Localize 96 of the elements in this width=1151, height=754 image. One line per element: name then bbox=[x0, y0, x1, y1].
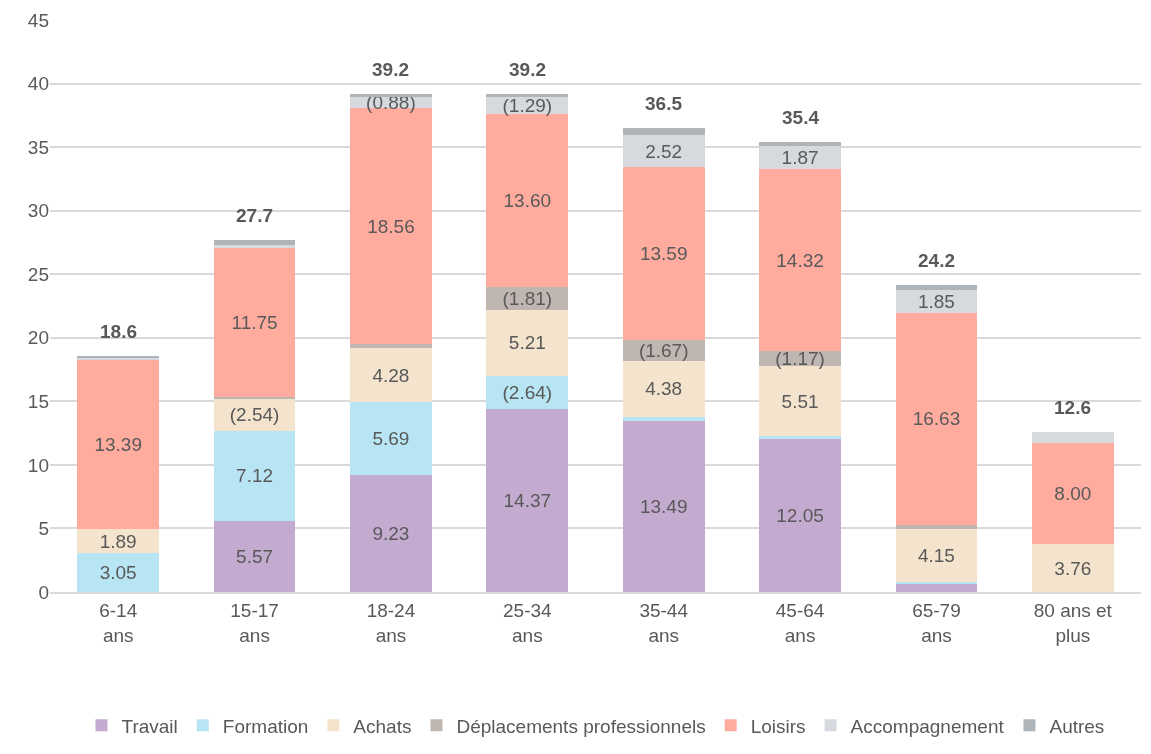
data-label: 14.37 bbox=[503, 490, 552, 512]
data-label: 14.32 bbox=[776, 249, 824, 271]
data-label: 2.52 bbox=[645, 140, 683, 162]
bar bbox=[350, 347, 432, 403]
x-tick-label: 18-24 ans bbox=[366, 599, 416, 646]
data-label: (2.54) bbox=[229, 404, 280, 426]
legend-label: Travail bbox=[121, 715, 178, 737]
bar bbox=[895, 313, 978, 525]
legend-label: Déplacements professionnels bbox=[456, 715, 706, 737]
data-label: 5.57 bbox=[236, 546, 274, 568]
bar bbox=[1031, 544, 1114, 592]
data-label: 1.87 bbox=[781, 146, 819, 168]
bar bbox=[1031, 442, 1114, 545]
bar bbox=[759, 169, 841, 352]
bar bbox=[350, 402, 432, 475]
bar bbox=[213, 245, 296, 248]
data-label: 4.28 bbox=[372, 364, 410, 386]
data-label: 1.85 bbox=[917, 290, 955, 312]
data-label: (1.29) bbox=[502, 94, 553, 116]
bar bbox=[350, 93, 432, 98]
bar bbox=[759, 436, 841, 439]
legend-label: Formation bbox=[222, 715, 309, 737]
total-label: 39.2 bbox=[372, 59, 409, 80]
data-label: (2.64) bbox=[502, 382, 553, 404]
y-tick-label: 40 bbox=[27, 73, 49, 95]
data-label: 13.59 bbox=[639, 242, 688, 264]
bar bbox=[622, 167, 705, 340]
total-label: 18.6 bbox=[100, 321, 137, 342]
bar bbox=[350, 474, 432, 592]
bar bbox=[895, 529, 978, 582]
data-label: (1.17) bbox=[775, 348, 825, 370]
y-tick-label: 5 bbox=[38, 518, 49, 540]
total-label: 24.2 bbox=[918, 250, 955, 271]
bar bbox=[622, 416, 705, 421]
x-tick-label: 45-64 ans bbox=[775, 599, 825, 646]
data-label: (1.67) bbox=[638, 339, 689, 361]
data-label: 13.39 bbox=[94, 433, 142, 455]
bar bbox=[622, 361, 705, 417]
data-label: 5.69 bbox=[372, 428, 410, 450]
data-label: 5.21 bbox=[508, 332, 546, 354]
legend-label: Loisirs bbox=[750, 715, 806, 737]
total-label: 39.2 bbox=[509, 59, 546, 80]
data-label: 5.51 bbox=[781, 390, 819, 412]
bar bbox=[486, 409, 569, 592]
y-tick-label: 25 bbox=[27, 263, 49, 285]
bar bbox=[622, 128, 705, 136]
legend-label: Autres bbox=[1049, 715, 1105, 737]
bar bbox=[213, 430, 296, 522]
bar bbox=[759, 438, 841, 592]
y-tick-label: 10 bbox=[27, 454, 49, 476]
data-label: 12.05 bbox=[776, 504, 824, 526]
bar bbox=[1031, 432, 1114, 443]
y-tick-label: 20 bbox=[27, 327, 49, 349]
bar bbox=[622, 420, 705, 592]
x-tick-label: 35-44 ans bbox=[639, 599, 689, 646]
y-tick-label: 35 bbox=[27, 136, 49, 158]
data-label: 7.12 bbox=[236, 465, 274, 487]
y-tick-label: 45 bbox=[27, 9, 49, 31]
data-label: 18.56 bbox=[367, 215, 415, 237]
x-tick-label: 80 ans et plus bbox=[1033, 599, 1113, 646]
bar bbox=[350, 344, 432, 348]
data-label: 16.63 bbox=[912, 408, 961, 430]
data-label: 13.60 bbox=[503, 189, 552, 211]
data-label: 1.89 bbox=[99, 530, 137, 552]
data-label: 11.75 bbox=[231, 311, 278, 333]
data-label: 3.05 bbox=[99, 562, 137, 584]
bar bbox=[213, 240, 296, 246]
total-label: 27.7 bbox=[236, 205, 273, 226]
y-tick-label: 0 bbox=[38, 581, 49, 603]
x-tick-label: 25-34 ans bbox=[503, 599, 553, 646]
bar bbox=[77, 359, 160, 530]
total-label: 35.4 bbox=[782, 107, 820, 128]
x-tick-label: 15-17 ans bbox=[230, 599, 279, 646]
bar bbox=[77, 553, 160, 592]
data-label: (1.81) bbox=[502, 287, 553, 309]
bar bbox=[486, 309, 569, 376]
data-label: 13.49 bbox=[639, 495, 688, 517]
data-label: 3.76 bbox=[1054, 557, 1092, 579]
legend-label: Achats bbox=[353, 715, 412, 737]
bar bbox=[213, 521, 296, 592]
total-label: 36.5 bbox=[645, 93, 683, 114]
y-tick-label: 15 bbox=[27, 390, 49, 412]
total-label: 12.6 bbox=[1054, 397, 1091, 418]
data-label: 4.15 bbox=[917, 544, 955, 566]
bar bbox=[213, 247, 296, 398]
bar bbox=[895, 284, 978, 290]
data-label: 8.00 bbox=[1054, 482, 1092, 504]
y-tick-label: 30 bbox=[27, 200, 49, 222]
bar bbox=[486, 94, 569, 98]
x-tick-label: 6-14 ans bbox=[99, 599, 138, 646]
x-tick-label: 65-79 ans bbox=[912, 599, 961, 646]
data-label: 4.38 bbox=[645, 378, 683, 400]
bar bbox=[895, 584, 978, 592]
legend-label: Accompagnement bbox=[850, 715, 1005, 737]
bar bbox=[759, 142, 841, 146]
data-label: 9.23 bbox=[372, 522, 410, 544]
